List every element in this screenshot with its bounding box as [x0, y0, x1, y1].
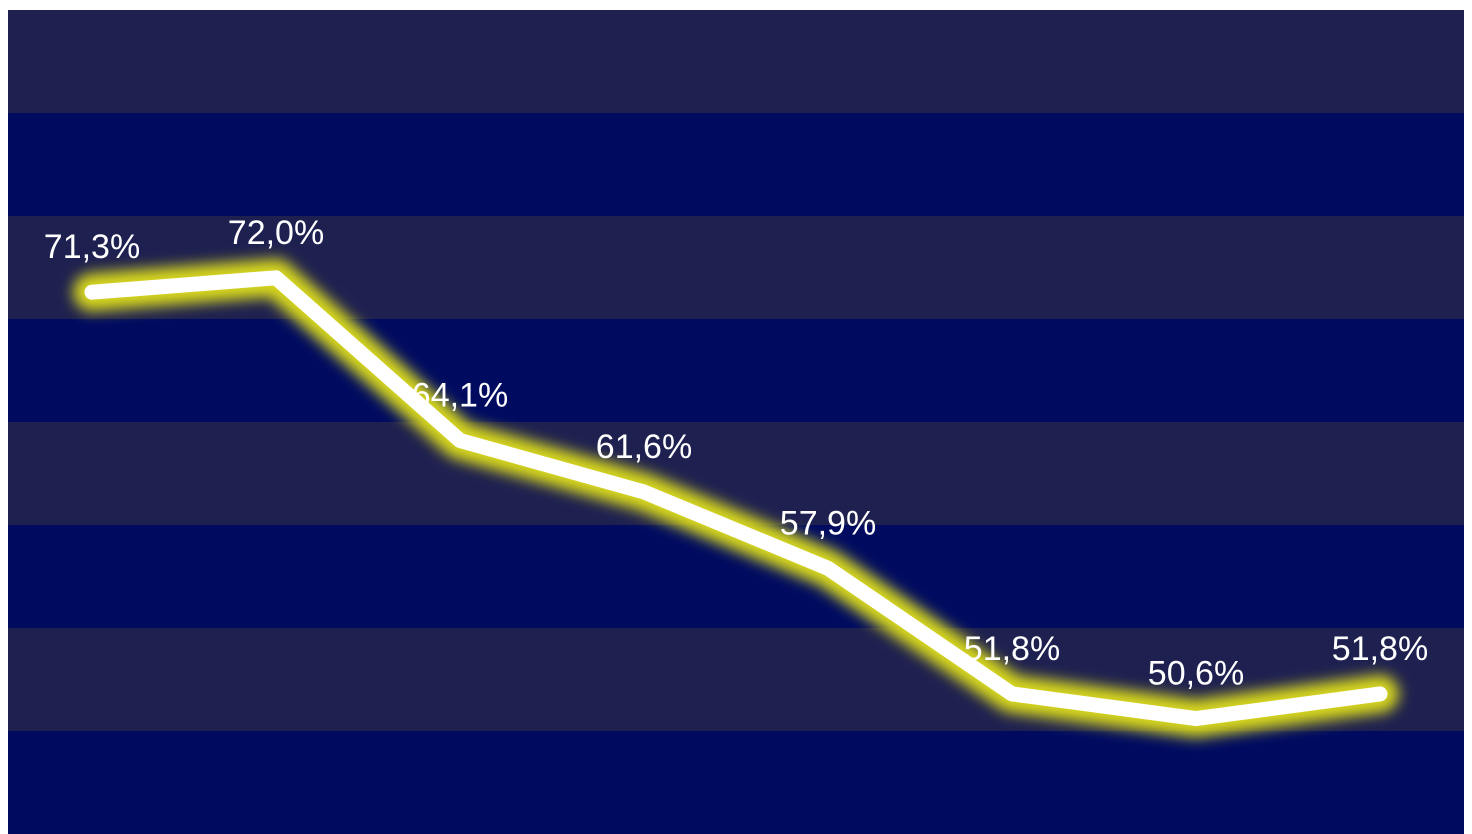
data-label: 51,8% — [1332, 630, 1428, 668]
data-label: 72,0% — [228, 214, 324, 252]
data-point — [453, 433, 467, 448]
background-band — [8, 10, 1464, 114]
data-label: 61,6% — [596, 428, 692, 466]
data-label: 57,9% — [780, 504, 876, 542]
data-label: 71,3% — [44, 228, 140, 266]
data-point — [821, 561, 835, 576]
data-point — [637, 485, 651, 500]
series-line — [84, 270, 1388, 727]
background-band — [8, 422, 1464, 526]
data-point — [269, 270, 283, 285]
data-label: 51,8% — [964, 630, 1060, 668]
background-band — [8, 731, 1464, 834]
background-band — [8, 319, 1464, 423]
background-band — [8, 113, 1464, 217]
series-line-group — [73, 258, 1399, 738]
data-point — [1373, 686, 1387, 701]
data-point — [1189, 711, 1203, 726]
data-label: 64,1% — [412, 377, 508, 415]
data-point — [1005, 686, 1019, 701]
background-bands — [8, 10, 1464, 834]
data-labels: 71,3% 72,0% 64,1% 61,6% 57,9% 51,8% 50,6% 51,8% — [44, 214, 1428, 693]
data-label: 50,6% — [1148, 655, 1244, 693]
data-point — [85, 285, 99, 300]
